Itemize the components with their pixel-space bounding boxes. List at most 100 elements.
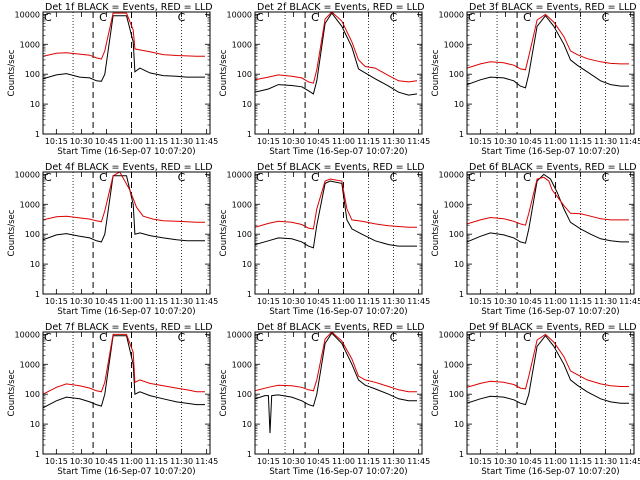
x-tick-label: 11:45 — [407, 137, 430, 146]
x-tick-label: 11:30 — [382, 457, 405, 466]
x-tick-label: 10:15 — [45, 457, 68, 466]
top-marker: C — [390, 171, 398, 184]
panel-title: Det 2f BLACK = Events, RED = LLD — [257, 2, 425, 13]
top-marker: C — [311, 171, 319, 184]
top-marker: C — [256, 331, 264, 344]
y-tick-label: 10000 — [15, 170, 40, 179]
y-tick-label: 100 — [237, 70, 252, 79]
x-tick-label: 10:15 — [45, 297, 68, 306]
y-tick-label: 1 — [35, 290, 40, 299]
x-tick-label: 11:00 — [544, 137, 567, 146]
y-tick-label: 10 — [30, 100, 40, 109]
panel-title: Det 7f BLACK = Events, RED = LLD — [45, 322, 213, 333]
x-tick-label: 11:00 — [332, 297, 355, 306]
top-marker: C — [311, 331, 319, 344]
x-tick-label: 11:30 — [382, 137, 405, 146]
x-tick-label: 11:45 — [619, 457, 640, 466]
y-tick-label: 1000 — [444, 40, 464, 49]
top-marker: C — [99, 331, 107, 344]
x-tick-label: 10:30 — [70, 137, 93, 146]
x-axis-label: Start Time (16-Sep-07 10:07:20) — [481, 147, 619, 157]
y-tick-label: 100 — [449, 70, 464, 79]
x-tick-label: 11:15 — [357, 457, 380, 466]
y-axis-label: Counts/sec — [219, 209, 229, 256]
panel-title: Det 4f BLACK = Events, RED = LLD — [45, 162, 213, 173]
x-tick-label: 11:15 — [357, 297, 380, 306]
x-axis-label: Start Time (16-Sep-07 10:07:20) — [481, 307, 619, 317]
plot-frame — [466, 171, 635, 295]
series-events-line — [467, 173, 629, 244]
x-tick-label: 10:30 — [494, 137, 517, 146]
y-tick-label: 1000 — [20, 200, 40, 209]
plot-frame — [254, 171, 423, 295]
top-marker: C — [390, 331, 398, 344]
plot-frame — [42, 171, 211, 295]
x-tick-label: 10:30 — [494, 297, 517, 306]
series-lld-line — [467, 176, 629, 226]
x-tick-label: 11:45 — [619, 297, 640, 306]
y-tick-label: 1 — [35, 450, 40, 459]
y-tick-label: 10 — [242, 420, 252, 429]
x-tick-label: 11:45 — [619, 137, 640, 146]
plot-frame — [42, 331, 211, 455]
x-tick-label: 10:45 — [95, 457, 118, 466]
series-events-line — [43, 15, 205, 82]
x-axis-label: Start Time (16-Sep-07 10:07:20) — [269, 467, 407, 477]
y-tick-label: 1000 — [232, 200, 252, 209]
x-tick-label: 11:15 — [145, 457, 168, 466]
x-axis-label: Start Time (16-Sep-07 10:07:20) — [269, 307, 407, 317]
x-tick-label: 11:30 — [594, 297, 617, 306]
y-tick-label: 100 — [25, 390, 40, 399]
x-tick-label: 10:15 — [469, 137, 492, 146]
x-tick-label: 10:45 — [307, 457, 330, 466]
y-tick-label: 100 — [449, 230, 464, 239]
top-marker: C — [178, 331, 186, 344]
y-tick-label: 10 — [454, 420, 464, 429]
x-tick-label: 11:00 — [332, 137, 355, 146]
y-tick-label: 1000 — [444, 360, 464, 369]
x-tick-label: 10:30 — [282, 297, 305, 306]
x-tick-label: 11:30 — [170, 137, 193, 146]
panel-title: Det 9f BLACK = Events, RED = LLD — [469, 322, 637, 333]
x-axis-label: Start Time (16-Sep-07 10:07:20) — [57, 307, 195, 317]
y-tick-label: 1000 — [20, 360, 40, 369]
series-lld-line — [255, 12, 418, 84]
x-tick-label: 10:15 — [257, 137, 280, 146]
x-tick-label: 11:45 — [407, 457, 430, 466]
series-events-line — [467, 334, 629, 406]
top-marker: C — [311, 11, 319, 24]
y-tick-label: 100 — [25, 230, 40, 239]
y-tick-label: 10 — [454, 100, 464, 109]
x-tick-label: 11:15 — [357, 137, 380, 146]
y-tick-label: 1000 — [232, 360, 252, 369]
series-lld-line — [467, 333, 629, 390]
x-tick-label: 11:00 — [120, 137, 143, 146]
y-tick-label: 10000 — [439, 10, 464, 19]
x-axis-label: Start Time (16-Sep-07 10:07:20) — [269, 147, 407, 157]
x-tick-label: 11:45 — [195, 457, 218, 466]
x-tick-label: 11:15 — [145, 137, 168, 146]
panel-title: Det 8f BLACK = Events, RED = LLD — [257, 322, 425, 333]
top-marker: C — [523, 11, 531, 24]
top-marker: C — [256, 11, 264, 24]
x-tick-label: 11:30 — [170, 297, 193, 306]
y-tick-label: 10000 — [439, 330, 464, 339]
series-events-line — [467, 14, 629, 89]
y-axis-label: Counts/sec — [431, 49, 441, 96]
series-events-line — [43, 175, 205, 243]
x-tick-label: 10:45 — [519, 297, 542, 306]
panel-title: Det 5f BLACK = Events, RED = LLD — [257, 162, 425, 173]
series-lld-line — [43, 333, 205, 395]
top-marker: C — [468, 171, 476, 184]
y-tick-label: 1000 — [444, 200, 464, 209]
plot-frame — [254, 331, 423, 455]
y-tick-label: 10000 — [15, 330, 40, 339]
y-axis-label: Counts/sec — [7, 369, 17, 416]
x-tick-label: 11:15 — [569, 137, 592, 146]
y-axis-label: Counts/sec — [431, 209, 441, 256]
